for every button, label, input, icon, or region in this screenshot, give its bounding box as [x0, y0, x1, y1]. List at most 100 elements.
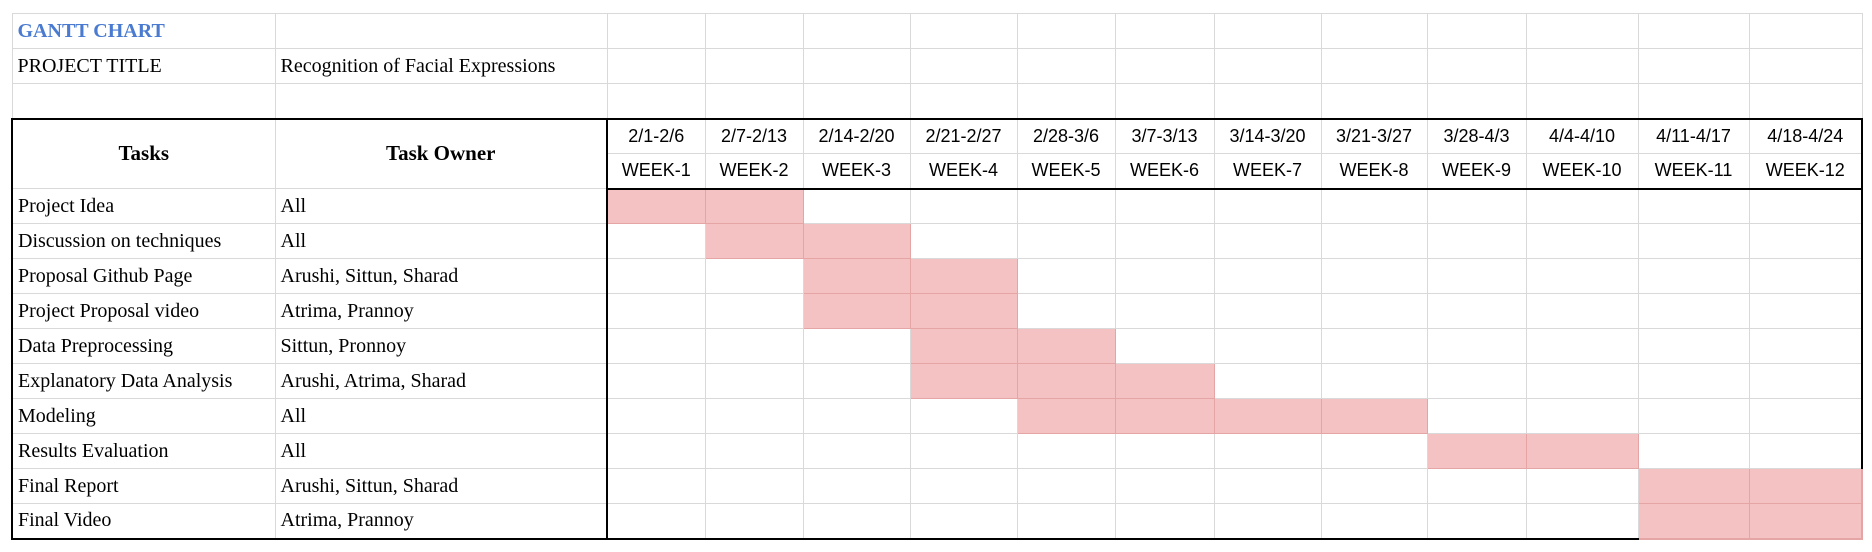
week-cell[interactable] — [1320, 503, 1428, 540]
gantt-bar-cell[interactable] — [1426, 433, 1527, 469]
task-name-cell[interactable]: Explanatory Data Analysis — [11, 363, 276, 399]
gantt-bar-cell[interactable] — [1637, 468, 1750, 504]
empty-cell[interactable] — [1748, 13, 1863, 49]
week-cell[interactable] — [1320, 363, 1428, 399]
task-name-cell[interactable]: Project Proposal video — [11, 293, 276, 329]
week-range-header[interactable]: 2/28-3/6 — [1016, 117, 1116, 154]
gantt-bar-cell[interactable] — [1016, 363, 1116, 399]
week-cell[interactable] — [802, 363, 911, 399]
gantt-bar-cell[interactable] — [1114, 363, 1215, 399]
week-cell[interactable] — [704, 328, 804, 364]
gantt-bar-cell[interactable] — [606, 188, 706, 224]
week-label-header[interactable]: WEEK-12 — [1748, 153, 1863, 190]
week-cell[interactable] — [1525, 223, 1639, 259]
empty-cell[interactable] — [1320, 13, 1428, 49]
task-owner-cell[interactable]: All — [274, 398, 608, 434]
task-name-cell[interactable]: Modeling — [11, 398, 276, 434]
empty-cell[interactable] — [1426, 13, 1527, 49]
empty-cell[interactable] — [802, 83, 911, 119]
week-cell[interactable] — [1426, 363, 1527, 399]
task-owner-cell[interactable]: All — [274, 223, 608, 259]
gantt-bar-cell[interactable] — [1114, 398, 1215, 434]
week-cell[interactable] — [1016, 293, 1116, 329]
empty-cell[interactable] — [1426, 48, 1527, 84]
empty-cell[interactable] — [704, 48, 804, 84]
week-cell[interactable] — [1213, 293, 1322, 329]
empty-cell[interactable] — [909, 48, 1018, 84]
week-cell[interactable] — [1016, 223, 1116, 259]
empty-cell[interactable] — [1637, 48, 1750, 84]
week-cell[interactable] — [606, 468, 706, 504]
week-range-header[interactable]: 4/4-4/10 — [1525, 117, 1639, 154]
week-cell[interactable] — [1748, 188, 1863, 224]
week-cell[interactable] — [1426, 503, 1527, 540]
empty-cell[interactable] — [1016, 83, 1116, 119]
week-cell[interactable] — [1748, 223, 1863, 259]
week-cell[interactable] — [1114, 468, 1215, 504]
empty-cell[interactable] — [1748, 83, 1863, 119]
week-label-header[interactable]: WEEK-3 — [802, 153, 911, 190]
task-name-cell[interactable]: Discussion on techniques — [11, 223, 276, 259]
week-cell[interactable] — [606, 258, 706, 294]
task-owner-cell[interactable]: Atrima, Prannoy — [274, 293, 608, 329]
task-owner-cell[interactable]: Arushi, Sittun, Sharad — [274, 258, 608, 294]
week-cell[interactable] — [704, 503, 804, 540]
gantt-bar-cell[interactable] — [1748, 503, 1863, 540]
empty-cell[interactable] — [1016, 48, 1116, 84]
week-range-header[interactable]: 2/14-2/20 — [802, 117, 911, 154]
week-label-header[interactable]: WEEK-11 — [1637, 153, 1750, 190]
week-cell[interactable] — [1114, 293, 1215, 329]
week-cell[interactable] — [1748, 433, 1863, 469]
empty-cell[interactable] — [802, 13, 911, 49]
empty-cell[interactable] — [1114, 13, 1215, 49]
project-title-value[interactable]: Recognition of Facial Expressions — [274, 48, 608, 84]
week-cell[interactable] — [1748, 398, 1863, 434]
week-cell[interactable] — [1426, 328, 1527, 364]
week-cell[interactable] — [606, 503, 706, 540]
week-cell[interactable] — [1016, 468, 1116, 504]
task-name-cell[interactable]: Proposal Github Page — [11, 258, 276, 294]
empty-cell[interactable] — [274, 83, 608, 119]
task-name-cell[interactable]: Final Report — [11, 468, 276, 504]
week-cell[interactable] — [1426, 223, 1527, 259]
week-cell[interactable] — [909, 223, 1018, 259]
task-name-cell[interactable]: Data Preprocessing — [11, 328, 276, 364]
week-cell[interactable] — [1213, 223, 1322, 259]
week-cell[interactable] — [1525, 293, 1639, 329]
week-label-header[interactable]: WEEK-4 — [909, 153, 1018, 190]
empty-cell[interactable] — [1114, 83, 1215, 119]
week-cell[interactable] — [1320, 258, 1428, 294]
gantt-bar-cell[interactable] — [704, 188, 804, 224]
project-title-label[interactable]: PROJECT TITLE — [11, 48, 276, 84]
week-cell[interactable] — [1637, 363, 1750, 399]
gantt-bar-cell[interactable] — [1320, 398, 1428, 434]
week-cell[interactable] — [1748, 258, 1863, 294]
week-cell[interactable] — [1114, 223, 1215, 259]
week-cell[interactable] — [704, 433, 804, 469]
week-cell[interactable] — [909, 188, 1018, 224]
gantt-bar-cell[interactable] — [909, 258, 1018, 294]
task-name-cell[interactable]: Results Evaluation — [11, 433, 276, 469]
week-cell[interactable] — [1637, 188, 1750, 224]
week-cell[interactable] — [1016, 188, 1116, 224]
week-cell[interactable] — [704, 363, 804, 399]
empty-cell[interactable] — [1748, 48, 1863, 84]
week-cell[interactable] — [704, 398, 804, 434]
week-range-header[interactable]: 2/1-2/6 — [606, 117, 706, 154]
week-range-header[interactable]: 4/11-4/17 — [1637, 117, 1750, 154]
week-label-header[interactable]: WEEK-8 — [1320, 153, 1428, 190]
week-cell[interactable] — [1637, 293, 1750, 329]
empty-cell[interactable] — [1525, 48, 1639, 84]
gantt-bar-cell[interactable] — [802, 258, 911, 294]
empty-cell[interactable] — [274, 13, 608, 49]
task-owner-cell[interactable]: All — [274, 433, 608, 469]
week-label-header[interactable]: WEEK-2 — [704, 153, 804, 190]
week-cell[interactable] — [1637, 328, 1750, 364]
empty-cell[interactable] — [802, 48, 911, 84]
week-cell[interactable] — [909, 433, 1018, 469]
week-cell[interactable] — [606, 398, 706, 434]
week-cell[interactable] — [1320, 468, 1428, 504]
empty-cell[interactable] — [1320, 83, 1428, 119]
task-name-cell[interactable]: Project Idea — [11, 188, 276, 224]
week-cell[interactable] — [1213, 468, 1322, 504]
